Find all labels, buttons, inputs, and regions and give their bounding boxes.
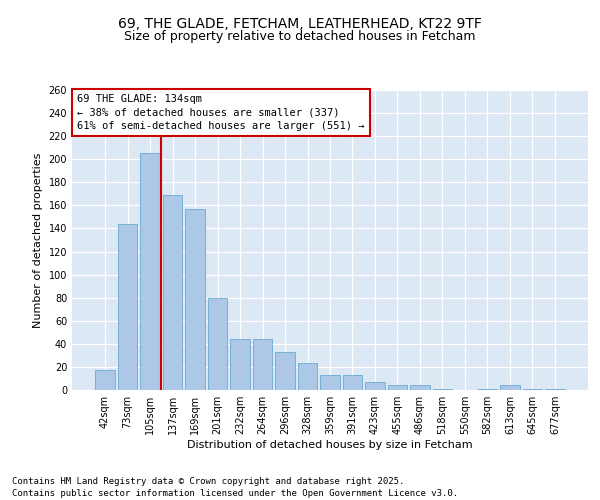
Bar bbox=[545, 389, 565, 390]
Bar bbox=[95, 370, 115, 390]
Y-axis label: Number of detached properties: Number of detached properties bbox=[33, 152, 43, 328]
Bar bbox=[275, 352, 295, 390]
Bar bbox=[118, 224, 137, 390]
Bar bbox=[140, 154, 160, 390]
Bar bbox=[185, 209, 205, 390]
Bar bbox=[523, 389, 542, 390]
Text: 69 THE GLADE: 134sqm
← 38% of detached houses are smaller (337)
61% of semi-deta: 69 THE GLADE: 134sqm ← 38% of detached h… bbox=[77, 94, 365, 131]
Bar bbox=[320, 375, 340, 390]
X-axis label: Distribution of detached houses by size in Fetcham: Distribution of detached houses by size … bbox=[187, 440, 473, 450]
Bar bbox=[163, 195, 182, 390]
Bar bbox=[208, 298, 227, 390]
Bar bbox=[365, 382, 385, 390]
Text: 69, THE GLADE, FETCHAM, LEATHERHEAD, KT22 9TF: 69, THE GLADE, FETCHAM, LEATHERHEAD, KT2… bbox=[118, 18, 482, 32]
Bar bbox=[253, 339, 272, 390]
Bar bbox=[298, 364, 317, 390]
Bar bbox=[410, 386, 430, 390]
Bar bbox=[433, 389, 452, 390]
Text: Contains HM Land Registry data © Crown copyright and database right 2025.
Contai: Contains HM Land Registry data © Crown c… bbox=[12, 476, 458, 498]
Text: Size of property relative to detached houses in Fetcham: Size of property relative to detached ho… bbox=[124, 30, 476, 43]
Bar bbox=[343, 375, 362, 390]
Bar bbox=[500, 386, 520, 390]
Bar bbox=[388, 386, 407, 390]
Bar bbox=[230, 339, 250, 390]
Bar bbox=[478, 389, 497, 390]
